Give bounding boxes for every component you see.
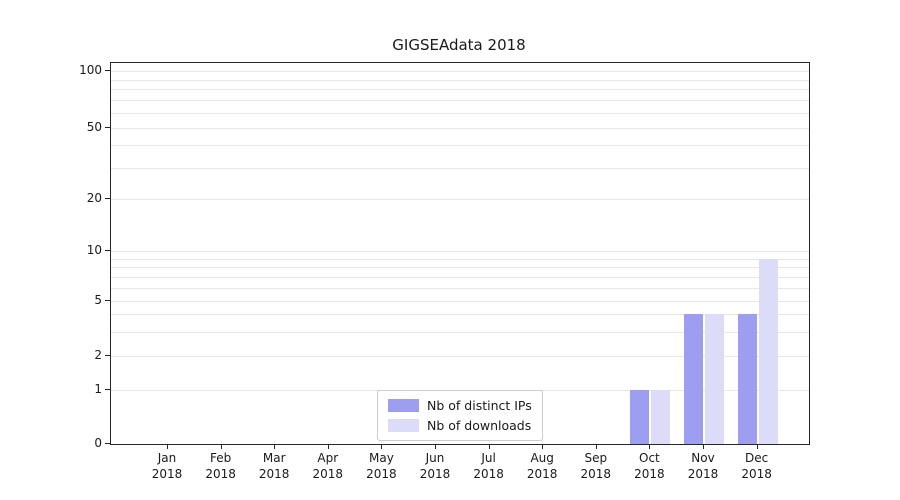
gridline: [111, 301, 809, 302]
x-tick-mark: [221, 444, 222, 449]
y-tick-label: 10: [86, 243, 102, 257]
x-tick-label: Nov 2018: [671, 450, 735, 482]
bar-downloads: [759, 259, 778, 444]
gridline: [111, 251, 809, 252]
legend: Nb of distinct IPs Nb of downloads: [377, 390, 543, 441]
x-tick-year: 2018: [258, 467, 290, 481]
x-tick-month: Nov: [691, 451, 715, 465]
x-tick-mark: [435, 444, 436, 449]
x-tick-label: Jan 2018: [135, 450, 199, 482]
y-tick-label: 5: [94, 293, 102, 307]
bar-downloads: [705, 314, 724, 444]
gridline: [111, 71, 809, 72]
x-tick-label: Dec 2018: [725, 450, 789, 482]
y-tick-label: 20: [86, 191, 102, 205]
x-tick-year: 2018: [205, 467, 236, 481]
x-tick-month: Mar: [262, 451, 286, 465]
x-tick-mark: [489, 444, 490, 449]
y-tick-mark: [105, 355, 110, 356]
x-tick-label: Aug 2018: [510, 450, 574, 482]
x-tick-mark: [381, 444, 382, 449]
x-tick-year: 2018: [580, 467, 612, 481]
gridline: [111, 259, 809, 260]
x-tick-label: May 2018: [349, 450, 413, 482]
x-tick-month: Feb: [209, 451, 232, 465]
x-tick-mark: [328, 444, 329, 449]
x-tick-month: Jul: [481, 451, 496, 465]
x-tick-mark: [703, 444, 704, 449]
x-tick-year: 2018: [312, 467, 344, 481]
x-tick-mark: [274, 444, 275, 449]
legend-swatch-distinct-ips: [388, 399, 419, 412]
gridline: [111, 113, 809, 114]
y-tick-mark: [105, 70, 110, 71]
x-tick-year: 2018: [741, 467, 772, 481]
gridline: [111, 277, 809, 278]
x-tick-month: Jun: [425, 451, 445, 465]
y-tick-label: 1: [94, 382, 102, 396]
gridline: [111, 288, 809, 289]
x-tick-label: Feb 2018: [189, 450, 253, 482]
gridline: [111, 128, 809, 129]
bar-downloads: [651, 390, 670, 444]
x-tick-year: 2018: [151, 467, 183, 481]
gridline: [111, 145, 809, 146]
y-tick-mark: [105, 250, 110, 251]
y-tick-mark: [105, 443, 110, 444]
gridline: [111, 80, 809, 81]
bar-distinct-ips: [738, 314, 757, 444]
x-tick-label: Sep 2018: [564, 450, 628, 482]
chart-title: GIGSEAdata 2018: [392, 36, 526, 54]
legend-label: Nb of distinct IPs: [427, 398, 532, 413]
x-tick-month: Jan: [157, 451, 177, 465]
gridline: [111, 314, 809, 315]
x-tick-mark: [649, 444, 650, 449]
x-tick-year: 2018: [526, 467, 558, 481]
y-tick-label: 2: [94, 348, 102, 362]
gridline: [111, 267, 809, 268]
legend-item: Nb of downloads: [388, 418, 532, 433]
y-tick-mark: [105, 127, 110, 128]
x-tick-mark: [542, 444, 543, 449]
x-tick-label: Jul 2018: [457, 450, 521, 482]
plot-area: Nb of distinct IPs Nb of downloads: [110, 62, 810, 445]
y-tick-label: 50: [86, 120, 102, 134]
x-tick-year: 2018: [634, 467, 665, 481]
gridline: [111, 100, 809, 101]
x-tick-label: Apr 2018: [296, 450, 360, 482]
x-tick-year: 2018: [473, 467, 504, 481]
x-tick-label: Mar 2018: [242, 450, 306, 482]
x-tick-mark: [757, 444, 758, 449]
gridline: [111, 356, 809, 357]
y-tick-mark: [105, 198, 110, 199]
x-tick-label: Jun 2018: [403, 450, 467, 482]
x-tick-mark: [167, 444, 168, 449]
x-tick-month: Aug: [530, 451, 554, 465]
x-tick-label: Oct 2018: [617, 450, 681, 482]
bar-distinct-ips: [684, 314, 703, 444]
x-tick-year: 2018: [687, 467, 719, 481]
legend-item: Nb of distinct IPs: [388, 398, 532, 413]
x-tick-year: 2018: [366, 467, 397, 481]
gridline: [111, 89, 809, 90]
legend-swatch-downloads: [388, 419, 419, 432]
x-tick-month: Dec: [744, 451, 769, 465]
x-tick-month: May: [368, 451, 394, 465]
gridline: [111, 168, 809, 169]
y-tick-mark: [105, 389, 110, 390]
x-tick-month: Oct: [639, 451, 660, 465]
gridline: [111, 199, 809, 200]
x-tick-month: Apr: [317, 451, 339, 465]
y-tick-label: 0: [94, 436, 102, 450]
y-tick-label: 100: [79, 63, 102, 77]
gridline: [111, 332, 809, 333]
x-tick-month: Sep: [584, 451, 608, 465]
x-tick-year: 2018: [419, 467, 451, 481]
x-tick-mark: [596, 444, 597, 449]
y-tick-mark: [105, 300, 110, 301]
legend-label: Nb of downloads: [427, 418, 532, 433]
bar-distinct-ips: [630, 390, 649, 444]
